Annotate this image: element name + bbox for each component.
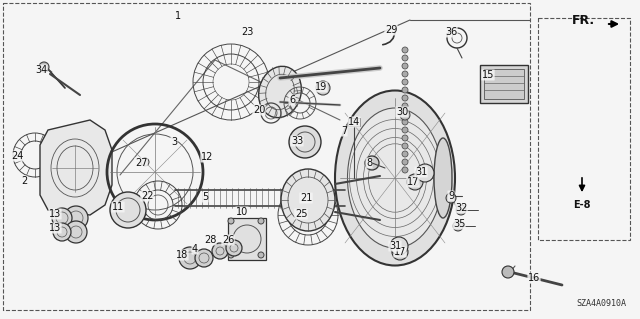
- Circle shape: [402, 135, 408, 141]
- Text: 33: 33: [291, 136, 303, 146]
- Text: 24: 24: [11, 151, 23, 161]
- Text: 23: 23: [241, 27, 253, 37]
- Circle shape: [226, 240, 242, 256]
- Circle shape: [402, 79, 408, 85]
- Text: 6: 6: [289, 95, 295, 105]
- Circle shape: [228, 218, 234, 224]
- Text: 34: 34: [35, 65, 47, 75]
- Text: 1: 1: [175, 11, 181, 21]
- Circle shape: [402, 87, 408, 93]
- Text: 29: 29: [385, 25, 397, 35]
- Circle shape: [110, 192, 146, 228]
- Circle shape: [402, 159, 408, 165]
- Circle shape: [212, 243, 228, 259]
- Circle shape: [258, 252, 264, 258]
- Text: 26: 26: [222, 235, 234, 245]
- Text: 31: 31: [389, 241, 401, 251]
- Bar: [480, 65, 528, 103]
- Text: 11: 11: [112, 202, 124, 212]
- Text: 9: 9: [448, 191, 454, 201]
- Text: SZA4A0910A: SZA4A0910A: [576, 299, 626, 308]
- Text: 5: 5: [202, 192, 208, 202]
- Circle shape: [402, 127, 408, 133]
- Bar: [538, 18, 630, 240]
- Circle shape: [402, 119, 408, 125]
- Text: 20: 20: [253, 105, 265, 115]
- Text: 18: 18: [176, 250, 188, 260]
- Circle shape: [390, 237, 408, 255]
- Ellipse shape: [348, 108, 442, 248]
- Text: 28: 28: [204, 235, 216, 245]
- Bar: [3, 3, 530, 310]
- Text: 19: 19: [315, 82, 327, 92]
- Circle shape: [365, 156, 379, 170]
- Circle shape: [402, 47, 408, 53]
- Circle shape: [402, 103, 408, 109]
- Text: 7: 7: [341, 126, 347, 136]
- Circle shape: [416, 164, 434, 182]
- Circle shape: [453, 221, 463, 231]
- Text: FR.: FR.: [572, 14, 595, 27]
- Text: 32: 32: [455, 203, 467, 213]
- Circle shape: [316, 81, 330, 95]
- Text: 13: 13: [49, 223, 61, 233]
- Text: 13: 13: [49, 209, 61, 219]
- Circle shape: [258, 218, 264, 224]
- Circle shape: [456, 205, 466, 215]
- Circle shape: [392, 244, 408, 260]
- Circle shape: [446, 193, 456, 203]
- Circle shape: [289, 126, 321, 158]
- Text: 14: 14: [348, 117, 360, 127]
- Circle shape: [402, 63, 408, 69]
- Text: 16: 16: [528, 273, 540, 283]
- Text: 17: 17: [394, 247, 406, 257]
- Circle shape: [53, 223, 71, 241]
- Bar: [348, 118, 360, 126]
- Text: 15: 15: [482, 70, 494, 80]
- Circle shape: [407, 174, 423, 190]
- Circle shape: [402, 71, 408, 77]
- Ellipse shape: [434, 138, 452, 218]
- Text: 17: 17: [407, 177, 419, 187]
- Text: 21: 21: [300, 193, 312, 203]
- Circle shape: [228, 252, 234, 258]
- Circle shape: [402, 143, 408, 149]
- Text: 4: 4: [192, 244, 198, 254]
- Text: 22: 22: [141, 191, 153, 201]
- Text: E-8: E-8: [573, 200, 591, 210]
- Circle shape: [402, 95, 408, 101]
- Circle shape: [65, 221, 87, 243]
- Text: 27: 27: [135, 158, 147, 168]
- Text: 2: 2: [21, 176, 27, 186]
- Ellipse shape: [281, 169, 335, 231]
- Circle shape: [402, 111, 408, 117]
- Circle shape: [179, 247, 201, 269]
- Text: 35: 35: [453, 219, 465, 229]
- Circle shape: [402, 167, 408, 173]
- Circle shape: [52, 208, 72, 228]
- Text: 25: 25: [295, 209, 307, 219]
- Circle shape: [141, 158, 149, 166]
- Text: 30: 30: [396, 107, 408, 117]
- Text: 31: 31: [415, 167, 427, 177]
- Circle shape: [39, 62, 49, 72]
- Circle shape: [64, 206, 88, 230]
- Text: 3: 3: [171, 137, 177, 147]
- Text: 8: 8: [366, 158, 372, 168]
- Polygon shape: [40, 120, 112, 215]
- Bar: [228, 218, 266, 260]
- Ellipse shape: [259, 66, 301, 118]
- Bar: [484, 69, 524, 99]
- Ellipse shape: [335, 91, 455, 265]
- Circle shape: [400, 110, 410, 120]
- Circle shape: [402, 55, 408, 61]
- Text: 12: 12: [201, 152, 213, 162]
- Text: 36: 36: [445, 27, 457, 37]
- Circle shape: [195, 249, 213, 267]
- Circle shape: [502, 266, 514, 278]
- Text: 10: 10: [236, 207, 248, 217]
- Circle shape: [402, 151, 408, 157]
